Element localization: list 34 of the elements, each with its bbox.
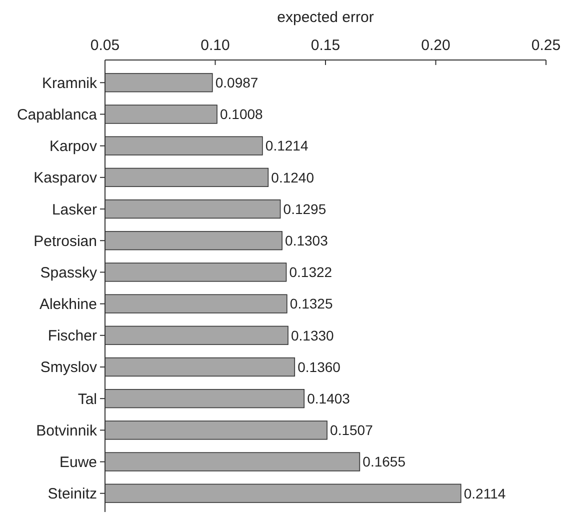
data-label: 0.1322 bbox=[289, 264, 332, 280]
y-tick-label: Lasker bbox=[52, 201, 97, 218]
y-tick-label: Tal bbox=[78, 390, 97, 408]
data-label: 0.1360 bbox=[298, 358, 341, 375]
data-label: 0.1303 bbox=[285, 232, 328, 249]
y-tick-label: Karpov bbox=[49, 138, 98, 156]
data-label: 0.2114 bbox=[464, 485, 506, 502]
x-tick-label: 0.10 bbox=[200, 37, 230, 54]
x-tick-label: 0.25 bbox=[531, 37, 561, 54]
data-label: 0.1655 bbox=[362, 454, 406, 470]
x-tick-label: 0.05 bbox=[90, 37, 120, 54]
data-label: 0.1240 bbox=[271, 169, 314, 186]
y-tick-label: Steinitz bbox=[48, 486, 97, 503]
y-tick-label: Kramnik bbox=[42, 74, 98, 92]
data-label: 0.1008 bbox=[220, 106, 264, 122]
data-label: 0.1325 bbox=[290, 296, 333, 312]
data-label: 0.0987 bbox=[215, 74, 258, 91]
y-tick-label: Spassky bbox=[40, 264, 98, 282]
y-tick-label: Botvinnik bbox=[36, 422, 98, 440]
data-label: 0.1403 bbox=[307, 390, 350, 406]
data-label: 0.1507 bbox=[330, 422, 374, 438]
data-label: 0.1214 bbox=[265, 138, 308, 154]
x-axis-title: expected error bbox=[277, 9, 374, 26]
y-tick-label: Petrosian bbox=[34, 232, 97, 250]
x-tick-label: 0.15 bbox=[310, 37, 340, 54]
y-tick-label: Kasparov bbox=[34, 170, 98, 187]
data-label: 0.1330 bbox=[291, 327, 334, 344]
data-label: 0.1295 bbox=[283, 200, 326, 217]
y-tick-label: Fischer bbox=[48, 328, 97, 345]
y-tick-label: Euwe bbox=[59, 454, 97, 472]
y-tick-label: Capablanca bbox=[16, 106, 98, 124]
y-tick-label: Smyslov bbox=[40, 359, 98, 376]
y-tick-label: Alekhine bbox=[39, 296, 97, 314]
x-tick-label: 0.20 bbox=[421, 37, 450, 54]
